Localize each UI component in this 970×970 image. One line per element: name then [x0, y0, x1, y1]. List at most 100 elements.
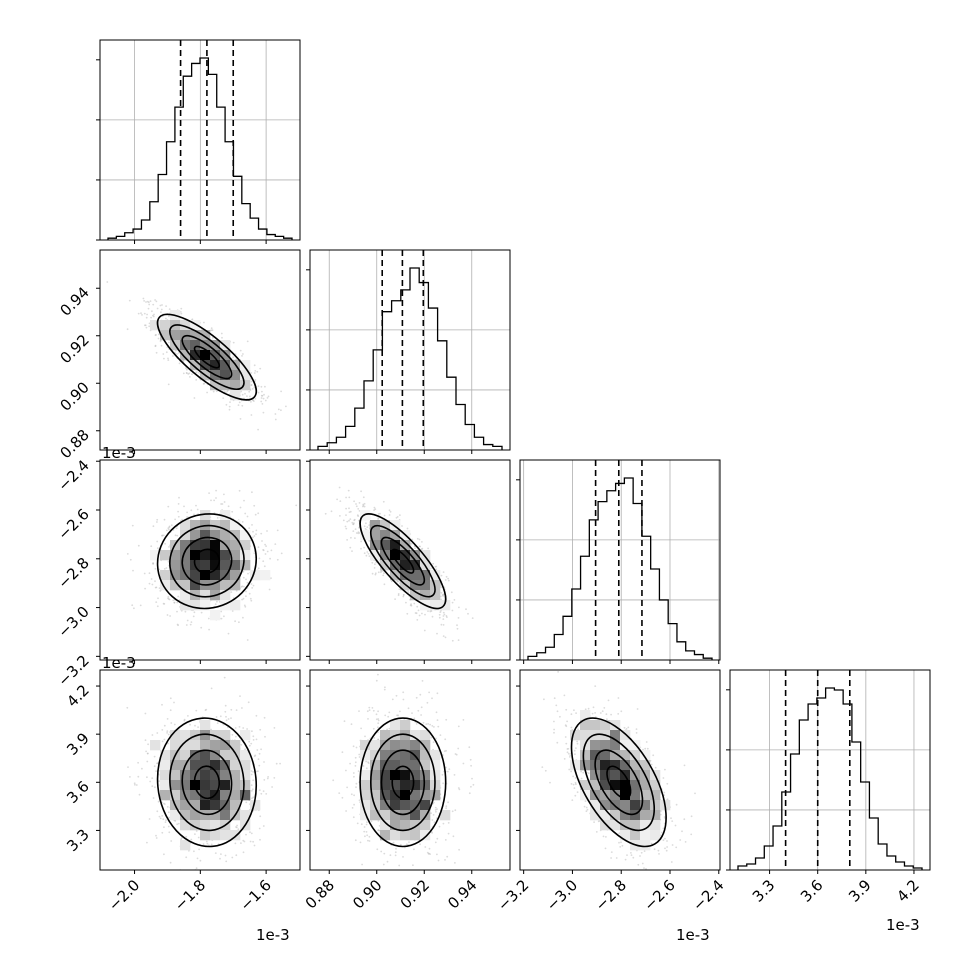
- sample-point: [257, 385, 260, 388]
- histogram-panel-2: [516, 459, 721, 664]
- sample-point: [165, 317, 167, 320]
- density-cell: [390, 540, 401, 551]
- sample-point: [156, 540, 159, 543]
- sample-point: [345, 527, 348, 530]
- sample-point: [264, 385, 266, 388]
- sample-point: [324, 512, 327, 515]
- sample-point: [358, 502, 361, 504]
- sample-point: [418, 538, 421, 541]
- sample-point: [222, 397, 225, 399]
- density-cell: [370, 540, 381, 551]
- sample-point: [266, 550, 269, 553]
- density-cell: [210, 550, 221, 561]
- sample-point: [232, 341, 235, 344]
- sample-point: [163, 518, 166, 521]
- sample-point: [220, 332, 223, 335]
- density-cell: [410, 570, 421, 581]
- sample-point: [250, 583, 253, 585]
- sample-point: [377, 513, 380, 515]
- sample-point: [261, 403, 264, 405]
- sample-point: [245, 595, 247, 598]
- sample-point: [402, 595, 405, 598]
- density-cell: [430, 590, 441, 601]
- sample-point: [155, 351, 158, 354]
- density-cell: [180, 520, 191, 531]
- sample-point: [402, 594, 405, 596]
- density-cell: [190, 600, 201, 611]
- sample-point: [345, 507, 347, 510]
- sample-point: [241, 585, 244, 588]
- sample-point: [185, 367, 187, 369]
- sample-point: [438, 616, 441, 619]
- density-cell: [200, 530, 211, 541]
- sample-point: [260, 532, 263, 535]
- sample-point: [168, 526, 171, 529]
- density-cell: [210, 340, 221, 351]
- density-cell: [240, 380, 251, 391]
- sample-point: [443, 613, 446, 616]
- density-cell: [240, 370, 251, 381]
- sample-point: [191, 318, 194, 321]
- sample-point: [241, 598, 244, 601]
- sample-point: [362, 504, 365, 507]
- sample-point: [406, 527, 409, 530]
- sample-point: [401, 525, 403, 527]
- sample-point: [177, 503, 180, 505]
- density-cell: [410, 560, 421, 571]
- sample-point: [144, 587, 147, 590]
- sample-point: [176, 534, 179, 537]
- sample-point: [442, 571, 445, 573]
- sample-point: [374, 572, 377, 575]
- sample-point: [442, 624, 445, 626]
- sample-point: [195, 379, 198, 381]
- sample-point: [363, 505, 366, 508]
- sample-point: [244, 512, 247, 515]
- density-cell: [220, 370, 231, 381]
- density-cell: [240, 540, 251, 551]
- panels: [96, 39, 931, 874]
- sample-point: [342, 519, 345, 522]
- sample-point: [250, 414, 253, 416]
- sample-point: [262, 411, 265, 414]
- density-cell: [150, 320, 161, 331]
- sample-point: [168, 308, 171, 310]
- sample-point: [349, 518, 352, 520]
- sample-point: [154, 567, 157, 570]
- sample-point: [220, 610, 223, 613]
- density-cell: [180, 340, 191, 351]
- sample-point: [365, 522, 367, 525]
- sample-point: [190, 509, 193, 512]
- sample-point: [229, 401, 231, 403]
- density-cell: [200, 590, 211, 601]
- sample-point: [274, 543, 277, 545]
- density-cell: [210, 580, 221, 591]
- sample-point: [248, 592, 251, 595]
- sample-point: [215, 497, 217, 499]
- sample-point: [153, 313, 155, 316]
- sample-point: [159, 340, 162, 343]
- sample-point: [206, 391, 209, 394]
- sample-point: [162, 353, 165, 355]
- sample-point: [252, 584, 255, 587]
- sample-point: [260, 400, 263, 403]
- sample-point: [397, 594, 400, 597]
- sample-point: [210, 329, 213, 332]
- sample-point: [189, 623, 192, 626]
- sample-point: [260, 385, 263, 388]
- sample-point: [186, 372, 188, 374]
- density-cell: [180, 560, 191, 571]
- sample-point: [257, 546, 260, 549]
- density-cell: [170, 550, 181, 561]
- sample-point: [230, 708, 233, 711]
- histogram-step: [527, 477, 713, 660]
- sample-point: [346, 520, 349, 523]
- sample-point: [141, 314, 143, 316]
- sample-point: [231, 610, 234, 612]
- panel-content: [126, 489, 298, 641]
- contour-1: [181, 536, 233, 586]
- density-cell: [420, 590, 431, 601]
- sample-point: [447, 577, 449, 580]
- sample-point: [146, 313, 149, 316]
- sample-point: [416, 619, 419, 621]
- sample-point: [263, 565, 266, 568]
